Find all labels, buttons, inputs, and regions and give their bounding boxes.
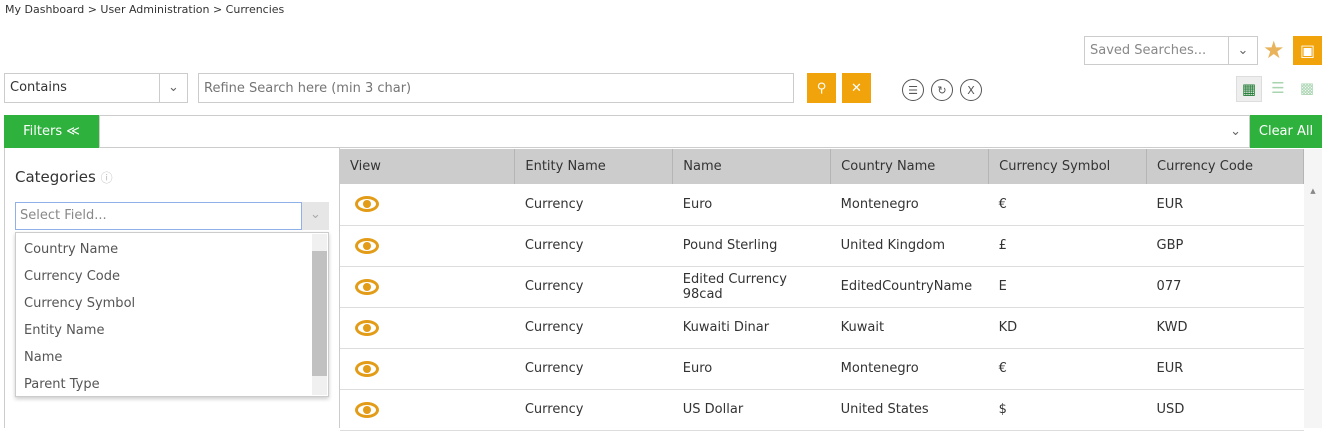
cell: 077 — [1146, 266, 1304, 308]
eye-icon[interactable] — [355, 360, 379, 377]
clear-search-button[interactable]: ✕ — [842, 73, 871, 103]
view-cell — [340, 225, 515, 267]
cell: USD — [1146, 389, 1304, 431]
cell: KWD — [1146, 307, 1304, 349]
refine-search-input[interactable] — [198, 73, 794, 103]
dropdown-scrollbar[interactable] — [312, 234, 327, 395]
view-cell — [340, 266, 515, 308]
eye-icon[interactable] — [355, 237, 379, 254]
help-icon[interactable]: ⓘ — [100, 171, 113, 185]
eye-icon[interactable] — [355, 278, 379, 295]
cell: EUR — [1146, 184, 1304, 226]
filter-tags-input[interactable]: ⌄ — [99, 115, 1250, 148]
header-country-name[interactable]: Country Name — [830, 149, 990, 184]
clear-all-button[interactable]: Clear All — [1250, 115, 1322, 148]
table-row: Currency Edited Currency 98cad EditedCount… — [340, 266, 1304, 308]
cell: Currency — [514, 348, 673, 390]
option-country-name[interactable]: Country Name — [24, 242, 119, 257]
cell: KD — [988, 307, 1147, 349]
eye-icon[interactable] — [355, 401, 379, 418]
chevron-down-icon: ⌄ — [302, 202, 329, 230]
option-entity-name[interactable]: Entity Name — [24, 323, 105, 338]
cell: Euro — [672, 348, 831, 390]
saved-searches-select[interactable]: Saved Searches... ⌄ — [1084, 36, 1258, 65]
cell: Euro — [672, 184, 831, 226]
cell: € — [988, 184, 1147, 226]
table-row: Currency Euro Montenegro € EUR — [340, 184, 1304, 226]
breadcrumb-user-admin[interactable]: > User Administration — [87, 3, 210, 16]
cell: United Kingdom — [830, 225, 989, 267]
grid-view-icon[interactable]: ▦ — [1236, 76, 1262, 102]
table-row: Currency Euro Montenegro € EUR — [340, 348, 1304, 390]
cell: € — [988, 348, 1147, 390]
tile-view-icon[interactable]: ▩ — [1299, 79, 1315, 97]
eye-icon[interactable] — [355, 319, 379, 336]
eye-icon[interactable] — [355, 196, 379, 213]
filters-toggle-button[interactable]: Filters ≪ — [4, 115, 99, 148]
cell: Montenegro — [830, 184, 989, 226]
header-currency-symbol[interactable]: Currency Symbol — [988, 149, 1148, 184]
cell: Montenegro — [830, 348, 989, 390]
table-row: Currency Kuwaiti Dinar Kuwait KD KWD — [340, 307, 1304, 349]
table-scrollbar[interactable]: ▲ — [1304, 149, 1322, 428]
breadcrumb-dashboard[interactable]: My Dashboard — [5, 3, 85, 16]
chevron-down-icon: ⌄ — [1230, 124, 1241, 139]
floppy-disk-icon: ▣ — [1299, 41, 1316, 60]
view-cell — [340, 307, 515, 349]
cell: Edited Currency 98cad — [672, 266, 831, 308]
cell: Currency — [514, 184, 673, 226]
add-favorite-star-icon[interactable]: ★ — [1263, 36, 1285, 64]
cell: GBP — [1146, 225, 1304, 267]
cell: EditedCountryName — [830, 266, 989, 308]
header-entity-name[interactable]: Entity Name — [514, 149, 674, 184]
cell: $ — [988, 389, 1147, 431]
cell: Pound Sterling — [672, 225, 831, 267]
breadcrumb-currencies: > Currencies — [212, 3, 285, 16]
breadcrumb: My Dashboard > User Administration > Cur… — [5, 3, 284, 16]
view-cell — [340, 389, 515, 431]
chevron-down-icon: ⌄ — [1228, 37, 1257, 64]
header-view[interactable]: View — [340, 149, 516, 184]
cell: US Dollar — [672, 389, 831, 431]
cell: Currency — [514, 266, 673, 308]
currencies-table: View Entity Name Name Country Name Curre… — [340, 149, 1304, 431]
option-name[interactable]: Name — [24, 350, 63, 365]
refresh-icon[interactable]: ↻ — [931, 79, 953, 101]
cell: E — [988, 266, 1147, 308]
list-view-icon[interactable]: ☰ — [1271, 79, 1285, 97]
field-options-list: Country Name Currency Code Currency Symb… — [15, 232, 329, 397]
cell: Kuwaiti Dinar — [672, 307, 831, 349]
list-options-icon[interactable]: ☰ — [902, 79, 924, 101]
save-search-button[interactable]: ▣ — [1293, 36, 1322, 65]
operator-select[interactable]: Contains ⌄ — [4, 73, 188, 103]
cell: United States — [830, 389, 989, 431]
header-name[interactable]: Name — [672, 149, 832, 184]
cell: £ — [988, 225, 1147, 267]
view-cell — [340, 348, 515, 390]
option-currency-symbol[interactable]: Currency Symbol — [24, 296, 136, 311]
filters-panel: Categories ⓘ Select Field... ⌄ Country N… — [4, 148, 340, 428]
chevron-down-icon: ⌄ — [159, 74, 187, 102]
categories-title: Categories ⓘ — [15, 168, 113, 186]
option-parent-type[interactable]: Parent Type — [24, 377, 100, 392]
view-cell — [340, 184, 515, 226]
search-button[interactable]: ⚲ — [807, 73, 836, 103]
excel-export-icon[interactable]: X — [960, 79, 982, 101]
cell: EUR — [1146, 348, 1304, 390]
header-currency-code[interactable]: Currency Code — [1146, 149, 1304, 184]
close-icon: ✕ — [851, 80, 862, 96]
table-row: Currency Pound Sterling United Kingdom £ GBP — [340, 225, 1304, 267]
cell: Currency — [514, 389, 673, 431]
table-row: Currency US Dollar United States $ USD — [340, 389, 1304, 431]
cell: Currency — [514, 307, 673, 349]
cell: Kuwait — [830, 307, 989, 349]
select-field-dropdown[interactable]: Select Field... ⌄ — [15, 202, 329, 230]
search-icon: ⚲ — [816, 80, 827, 96]
cell: Currency — [514, 225, 673, 267]
option-currency-code[interactable]: Currency Code — [24, 269, 120, 284]
